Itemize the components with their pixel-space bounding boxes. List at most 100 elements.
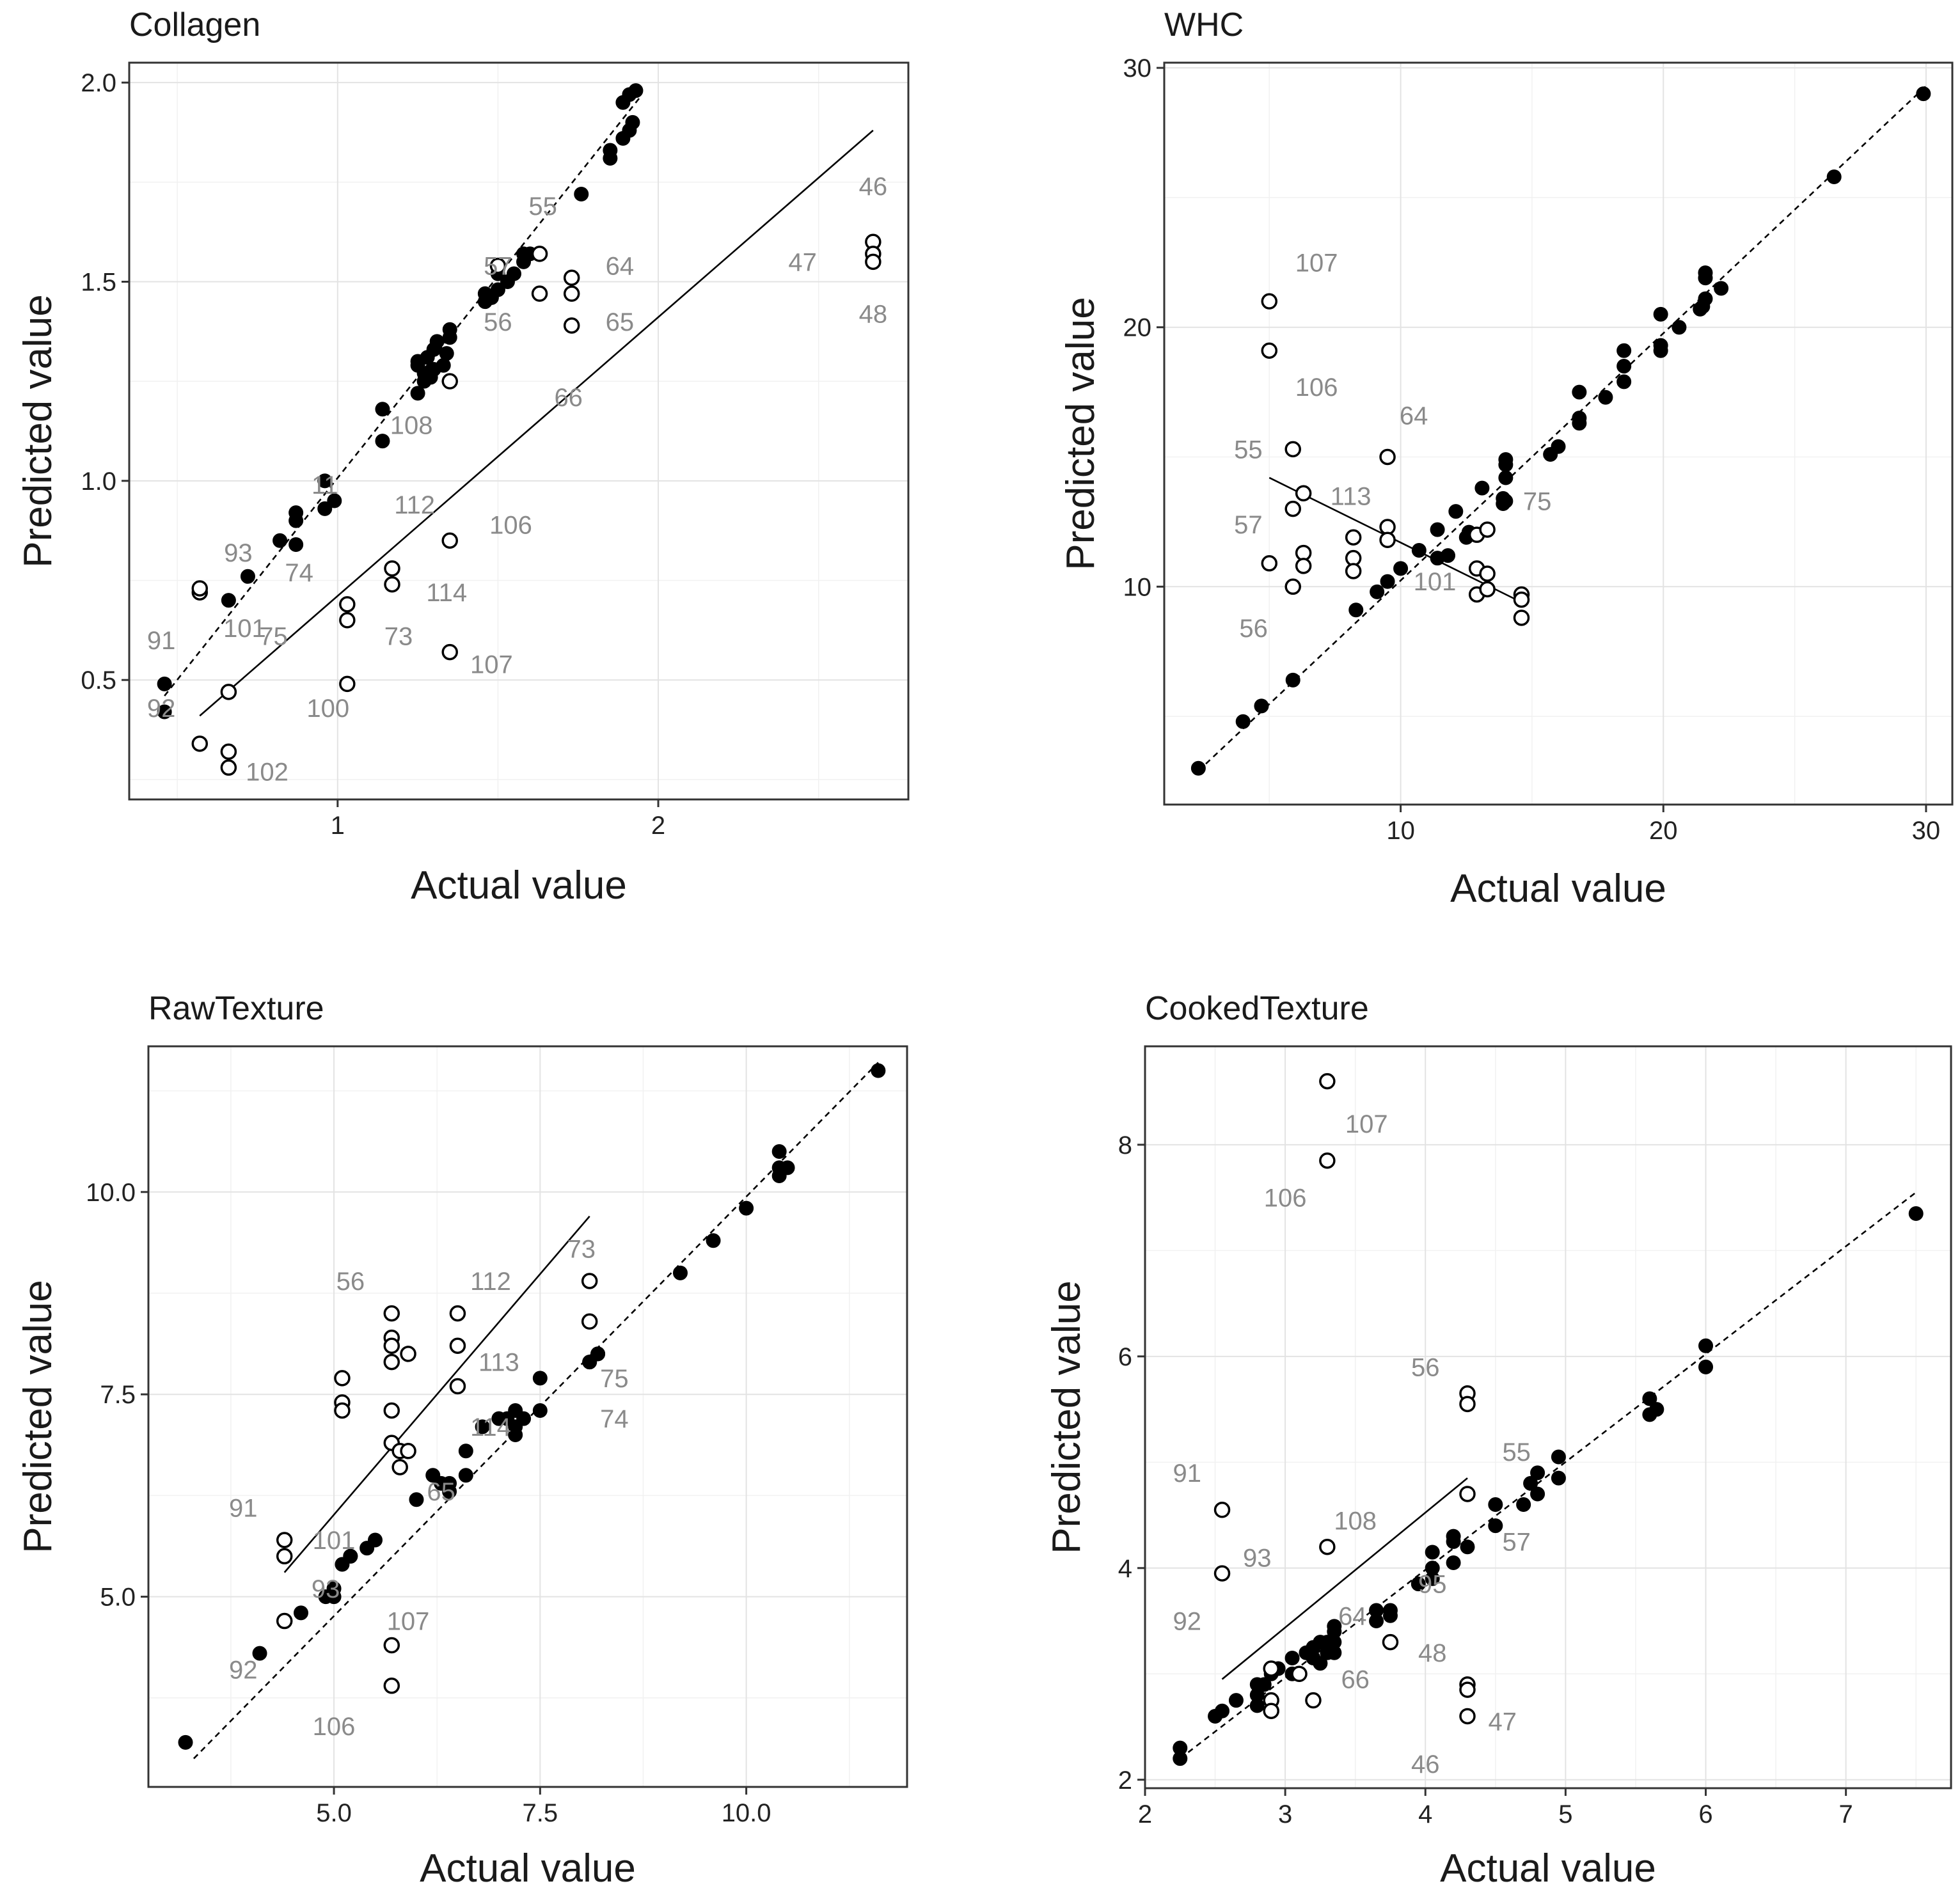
validation-point — [220, 743, 237, 760]
panel-title: Collagen — [129, 6, 260, 43]
point-label: 46 — [859, 173, 888, 201]
point-label: 91 — [1173, 1459, 1201, 1488]
calibration-point — [178, 1734, 193, 1750]
validation-point — [383, 1337, 400, 1355]
calibration-point — [1488, 1518, 1503, 1534]
y-tick-label: 7.5 — [100, 1381, 136, 1409]
calibration-point — [317, 473, 333, 489]
validation-point — [1291, 1665, 1308, 1683]
calibration-point — [871, 1063, 886, 1078]
panel-title: CookedTexture — [1145, 990, 1369, 1027]
validation-point — [1261, 555, 1278, 572]
validation-point — [383, 1305, 400, 1322]
validation-point — [1379, 448, 1396, 466]
point-label: 100 — [306, 695, 349, 723]
plot-frame — [128, 61, 910, 801]
validation-point — [220, 684, 237, 700]
point-label: 46 — [1411, 1750, 1440, 1779]
point-label: 107 — [470, 650, 513, 679]
calibration-point — [1285, 672, 1300, 688]
calibration-point — [574, 186, 589, 201]
calibration-point — [1380, 574, 1395, 589]
calibration-point — [375, 402, 390, 417]
panel-collagen: Collagen 4647485557566465661081121061141… — [16, 6, 910, 908]
y-tick-label: 30 — [1123, 54, 1152, 83]
calibration-fit-line — [193, 1062, 879, 1759]
validation-point — [276, 1532, 293, 1548]
calibration-point — [780, 1160, 795, 1176]
calibration-point — [1698, 1338, 1714, 1353]
point-label: 65 — [427, 1478, 455, 1506]
calibration-point — [410, 386, 425, 401]
calibration-point — [293, 1605, 308, 1621]
point-labels: 56 112 73 113 75 74 114 91 101 93 65 107 92 106 — [229, 1235, 629, 1741]
calibration-point — [1446, 1529, 1461, 1544]
point-label: 107 — [1295, 249, 1338, 277]
calibration-point — [1698, 265, 1713, 281]
calibration-point — [240, 569, 255, 584]
point-label: 48 — [859, 300, 888, 328]
validation-point — [1284, 441, 1301, 458]
points — [1190, 86, 1931, 776]
validation-point — [563, 269, 580, 287]
minor-grid — [129, 63, 908, 799]
panel-title: RawTexture — [148, 990, 324, 1027]
calibration-point — [1908, 1206, 1924, 1221]
calibration-point — [516, 1411, 532, 1426]
validation-fit-line — [283, 1215, 590, 1573]
validation-point — [563, 285, 580, 302]
y-tick-label: 2.0 — [81, 69, 116, 97]
validation-point — [1379, 531, 1396, 549]
validation-point — [489, 257, 507, 274]
validation-point — [865, 253, 881, 271]
y-tick-label: 6 — [1118, 1343, 1132, 1371]
calibration-point — [375, 434, 390, 449]
points — [1173, 1073, 1924, 1766]
calibration-point — [1425, 1545, 1440, 1560]
calibration-point — [1698, 291, 1713, 306]
calibration-point — [475, 1419, 490, 1435]
x-tick-label: 30 — [1912, 817, 1941, 845]
y-axis-ticks: 5.0 7.5 10.0 — [86, 1179, 148, 1612]
x-tick-label: 2 — [651, 812, 665, 840]
validation-point — [531, 285, 548, 302]
calibration-point — [1551, 1449, 1566, 1465]
calibration-point — [1488, 1497, 1503, 1513]
plot-frame — [1144, 1045, 1952, 1789]
point-label: 75 — [1523, 487, 1552, 515]
calibration-point — [1516, 1497, 1531, 1513]
calibration-point — [1370, 584, 1385, 599]
validation-point — [1459, 1681, 1476, 1698]
point-label: 93 — [312, 1575, 340, 1603]
validation-point — [1479, 565, 1496, 582]
validation-point — [191, 580, 209, 597]
validation-point — [191, 735, 209, 752]
validation-point — [1284, 578, 1301, 595]
calibration-point — [458, 1468, 473, 1483]
point-label: 73 — [384, 623, 413, 651]
point-label: 107 — [1345, 1110, 1388, 1138]
calibration-point — [1498, 452, 1513, 468]
point-label: 106 — [1264, 1184, 1307, 1213]
point-label: 55 — [1234, 436, 1263, 464]
minor-grid — [148, 1046, 907, 1787]
validation-point — [531, 246, 548, 262]
calibration-point — [1551, 1470, 1566, 1486]
calibration-point — [1530, 1465, 1545, 1481]
calibration-point — [429, 334, 445, 349]
point-label: 55 — [1502, 1438, 1531, 1466]
panel-rawtexture: RawTexture 56 112 73 113 75 74 114 91 101 93 65 107… — [16, 990, 908, 1891]
calibration-point — [1441, 548, 1456, 563]
point-label: 57 — [1502, 1528, 1531, 1556]
y-axis-title: Predicted value — [16, 294, 60, 567]
point-label: 66 — [1341, 1666, 1370, 1694]
x-axis-title: Actual value — [1450, 867, 1666, 911]
x-axis-title: Actual value — [420, 1846, 636, 1891]
validation-point — [1319, 1538, 1336, 1555]
point-label: 101 — [223, 615, 266, 643]
calibration-point — [1327, 1645, 1342, 1660]
calibration-point — [326, 1581, 342, 1596]
point-label: 47 — [1489, 1708, 1517, 1736]
validation-point — [449, 1337, 466, 1355]
